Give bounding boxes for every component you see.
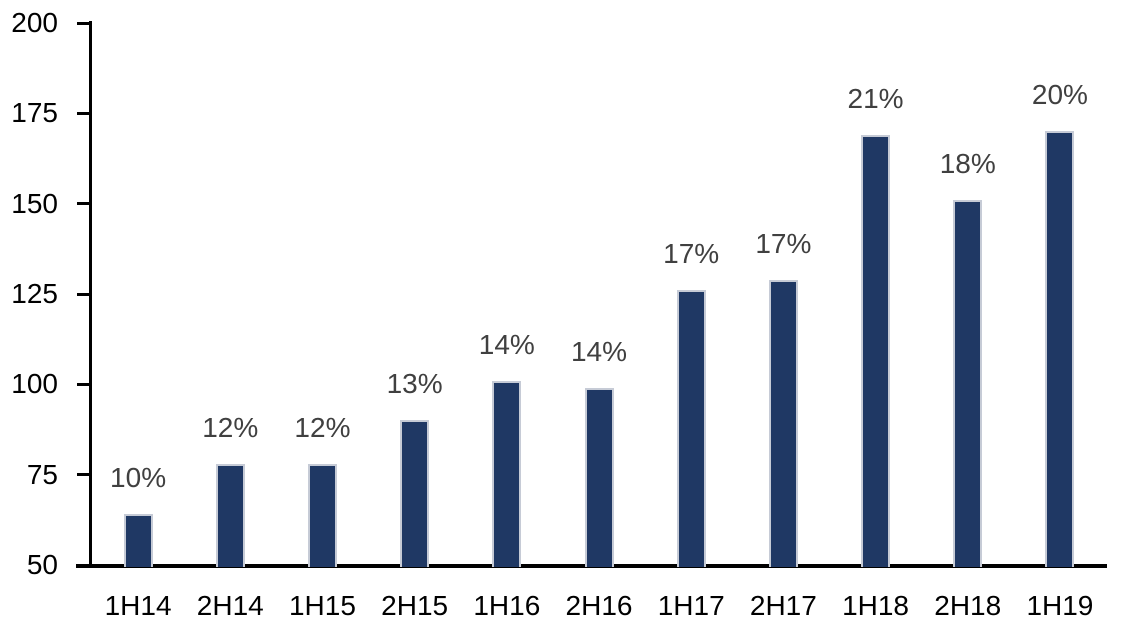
x-axis-label-1h17: 1H17 [657, 590, 725, 621]
y-axis-tick-label: 50 [26, 549, 58, 580]
y-axis-tick-label: 200 [11, 7, 58, 38]
bar-1h15 [307, 463, 337, 567]
bar-2h14 [215, 463, 245, 567]
bar-data-label-2h17: 17% [755, 227, 812, 259]
y-axis-tick-label: 175 [11, 97, 58, 129]
x-axis-label-1h14: 1H14 [104, 590, 172, 621]
x-axis-label-2h14: 2H14 [196, 590, 264, 621]
bar-1h14 [123, 514, 153, 567]
y-axis-tick-mark [77, 202, 92, 206]
x-axis-label-2h18: 2H18 [934, 590, 1002, 621]
y-axis-tick-label: 100 [11, 368, 58, 400]
bar-1h17 [676, 290, 706, 567]
bar-data-label-1h19: 20% [1031, 79, 1088, 111]
x-axis-label-2h17: 2H17 [749, 590, 817, 621]
bar-2h15 [400, 420, 430, 567]
y-axis-tick-mark [77, 292, 92, 296]
y-axis-tick-label: 150 [11, 187, 58, 219]
bar-2h16 [584, 387, 614, 567]
bar-2h17 [768, 279, 798, 567]
y-axis-tick-mark [77, 563, 92, 567]
y-axis-tick-label: 75 [26, 458, 58, 490]
y-axis-tick-mark [77, 21, 92, 25]
x-axis-label-1h15: 1H15 [288, 590, 356, 621]
bar-data-label-2h16: 14% [570, 335, 628, 367]
bar-data-label-1h14: 10% [110, 462, 167, 494]
x-axis-label-2h16: 2H16 [565, 590, 633, 621]
bar-data-label-2h14: 12% [202, 411, 259, 443]
x-axis-label-2h15: 2H15 [381, 590, 449, 621]
x-axis-label-1h18: 1H18 [842, 590, 909, 621]
y-axis-tick-label: 125 [11, 278, 58, 309]
bar-data-label-1h16: 14% [478, 328, 535, 360]
bar-data-label-2h18: 18% [939, 148, 996, 180]
bar-data-label-1h15: 12% [294, 411, 351, 443]
y-axis-tick-mark [77, 382, 92, 386]
x-axis-label-1h16: 1H16 [473, 590, 541, 621]
bar-1h18 [861, 135, 891, 567]
bar-data-label-1h18: 21% [847, 83, 904, 114]
bar-data-label-2h15: 13% [386, 368, 443, 400]
bar-1h19 [1045, 131, 1075, 567]
bar-data-label-1h17: 17% [663, 238, 720, 270]
bar-2h18 [953, 200, 983, 567]
x-axis-label-1h19: 1H19 [1026, 590, 1094, 621]
y-axis-tick-mark [77, 111, 92, 115]
y-axis-tick-mark [77, 473, 92, 477]
bar-1h16 [492, 380, 522, 567]
